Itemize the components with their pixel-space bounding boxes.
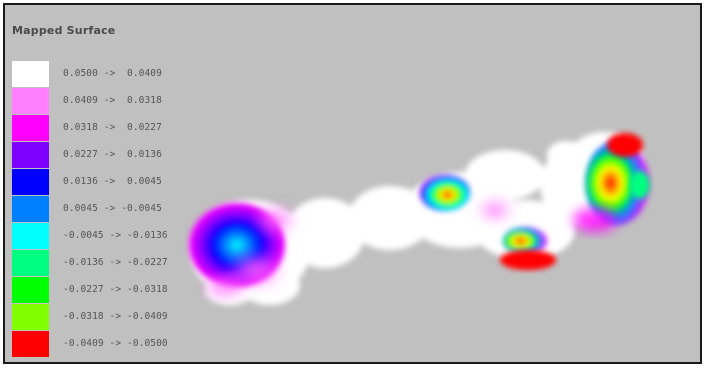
- legend-range-label: 0.0409 -> 0.0318: [63, 95, 162, 106]
- legend-range-label: -0.0136 -> -0.0227: [63, 257, 168, 268]
- legend-row: -0.0045 -> -0.0136: [10, 223, 200, 249]
- legend-range-label: 0.0318 -> 0.0227: [63, 122, 162, 133]
- legend-row: -0.0318 -> -0.0409: [10, 304, 200, 330]
- legend-swatch: [12, 61, 49, 87]
- legend-swatch: [12, 277, 49, 303]
- legend-range-label: 0.0500 -> 0.0409: [63, 68, 162, 79]
- legend-swatch: [12, 88, 49, 114]
- legend-range-label: 0.0045 -> -0.0045: [63, 203, 162, 214]
- legend-row: -0.0136 -> -0.0227: [10, 250, 200, 276]
- right-ring-region: [547, 133, 650, 232]
- legend-row: 0.0318 -> 0.0227: [10, 115, 200, 141]
- legend-swatch: [12, 196, 49, 222]
- legend-range-label: -0.0227 -> -0.0318: [63, 284, 168, 295]
- legend-swatch: [12, 250, 49, 276]
- legend-swatch: [12, 142, 49, 168]
- legend-row: -0.0409 -> -0.0500: [10, 331, 200, 357]
- legend-range-label: -0.0318 -> -0.0409: [63, 311, 168, 322]
- legend-swatch: [12, 169, 49, 195]
- molecular-surface-render[interactable]: [5, 5, 702, 364]
- legend-row: 0.0409 -> 0.0318: [10, 88, 200, 114]
- legend-range-label: 0.0136 -> 0.0045: [63, 176, 162, 187]
- legend-range-label: -0.0045 -> -0.0136: [63, 230, 168, 241]
- middle-lobe-region: [420, 175, 556, 270]
- viewer-window: Mapped Surface 0.0500 -> 0.0409 0.0409 -…: [3, 3, 702, 364]
- legend-row: -0.0227 -> -0.0318: [10, 277, 200, 303]
- legend-row: 0.0045 -> -0.0045: [10, 196, 200, 222]
- legend-swatch: [12, 223, 49, 249]
- legend-row: 0.0227 -> 0.0136: [10, 142, 200, 168]
- legend-swatch: [12, 115, 49, 141]
- legend-swatch: [12, 304, 49, 330]
- legend-range-label: 0.0227 -> 0.0136: [63, 149, 162, 160]
- legend-range-label: -0.0409 -> -0.0500: [63, 338, 168, 349]
- legend-row: 0.0136 -> 0.0045: [10, 169, 200, 195]
- panel-title: Mapped Surface: [12, 24, 116, 37]
- legend-swatch: [12, 331, 49, 357]
- legend-row: 0.0500 -> 0.0409: [10, 61, 200, 87]
- left-ring-region: [189, 203, 297, 297]
